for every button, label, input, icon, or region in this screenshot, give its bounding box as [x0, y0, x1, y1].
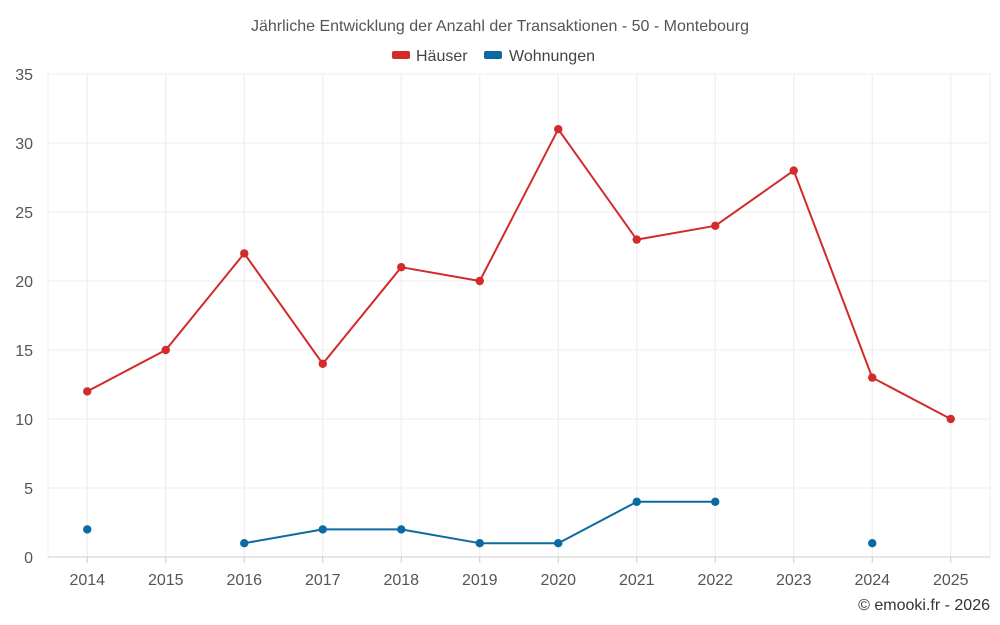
- y-tick-label: 25: [15, 205, 33, 222]
- data-point-haeuser[interactable]: [946, 414, 955, 424]
- legend-item-haeuser[interactable]: Häuser: [392, 48, 468, 65]
- series: [83, 125, 955, 548]
- data-point-haeuser[interactable]: [711, 221, 720, 230]
- data-point-wohnungen[interactable]: [318, 525, 327, 534]
- chart-title: Jährliche Entwicklung der Anzahl der Tra…: [251, 18, 749, 35]
- x-tick-label: 2016: [226, 572, 262, 589]
- data-point-wohnungen[interactable]: [83, 525, 92, 534]
- data-point-haeuser[interactable]: [868, 373, 877, 382]
- y-tick-label: 20: [15, 274, 33, 291]
- data-point-haeuser[interactable]: [83, 387, 92, 396]
- data-point-haeuser[interactable]: [240, 249, 249, 258]
- legend-label-haeuser: Häuser: [416, 48, 468, 65]
- data-point-wohnungen[interactable]: [240, 539, 249, 548]
- data-point-wohnungen[interactable]: [397, 525, 406, 534]
- data-point-wohnungen[interactable]: [475, 539, 484, 548]
- x-tick-label: 2015: [148, 572, 184, 589]
- legend: Häuser Wohnungen: [392, 48, 595, 65]
- y-axis: 0 5 10 15 20 25 30 35: [15, 67, 33, 567]
- data-point-wohnungen[interactable]: [868, 539, 877, 548]
- data-point-haeuser[interactable]: [632, 235, 641, 244]
- x-tick-label: 2017: [305, 572, 341, 589]
- legend-swatch-wohnungen: [484, 51, 502, 59]
- data-point-haeuser[interactable]: [318, 359, 327, 368]
- legend-swatch-haeuser: [392, 51, 410, 59]
- data-point-wohnungen[interactable]: [632, 497, 641, 506]
- x-tick-label: 2018: [383, 572, 419, 589]
- x-tick-label: 2025: [933, 572, 969, 589]
- series-line-haeuser: [86, 128, 952, 420]
- data-point-wohnungen[interactable]: [711, 497, 720, 506]
- x-tick-label: 2014: [69, 572, 105, 589]
- data-point-haeuser[interactable]: [397, 263, 406, 272]
- x-tick-label: 2022: [697, 572, 733, 589]
- credit-text: © emooki.fr - 2026: [858, 597, 990, 614]
- x-tick-label: 2019: [462, 572, 498, 589]
- data-point-wohnungen[interactable]: [554, 539, 563, 548]
- legend-item-wohnungen[interactable]: Wohnungen: [484, 48, 595, 65]
- legend-label-wohnungen: Wohnungen: [509, 48, 595, 65]
- grid: [47, 73, 991, 557]
- y-tick-label: 35: [15, 67, 33, 84]
- y-tick-label: 10: [15, 412, 33, 429]
- y-tick-label: 5: [24, 481, 33, 498]
- y-tick-label: 0: [24, 550, 33, 567]
- x-tick-label: 2023: [776, 572, 812, 589]
- data-point-haeuser[interactable]: [789, 166, 798, 175]
- y-tick-label: 30: [15, 136, 33, 153]
- x-axis: 2014 2015 2016 2017 2018 2019 2020 2021 2022 2023…: [48, 556, 990, 589]
- data-point-haeuser[interactable]: [554, 125, 563, 134]
- data-point-haeuser[interactable]: [475, 276, 484, 286]
- x-tick-label: 2020: [540, 572, 576, 589]
- x-tick-label: 2021: [619, 572, 655, 589]
- y-tick-label: 15: [15, 343, 33, 360]
- x-tick-label: 2024: [854, 572, 890, 589]
- data-point-haeuser[interactable]: [161, 345, 170, 355]
